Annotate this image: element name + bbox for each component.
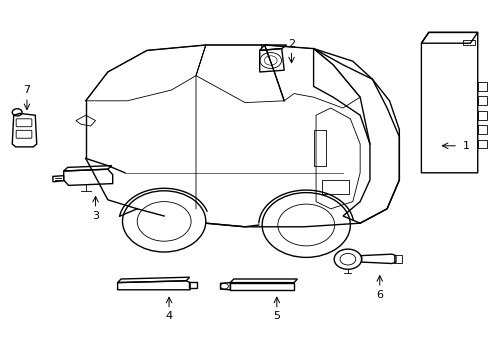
Text: 1: 1 bbox=[463, 141, 470, 151]
Text: 6: 6 bbox=[376, 290, 383, 300]
Text: 2: 2 bbox=[288, 39, 295, 49]
Text: 4: 4 bbox=[166, 311, 172, 321]
Text: 3: 3 bbox=[92, 211, 99, 221]
Text: 5: 5 bbox=[273, 311, 280, 321]
Text: 7: 7 bbox=[24, 85, 30, 95]
